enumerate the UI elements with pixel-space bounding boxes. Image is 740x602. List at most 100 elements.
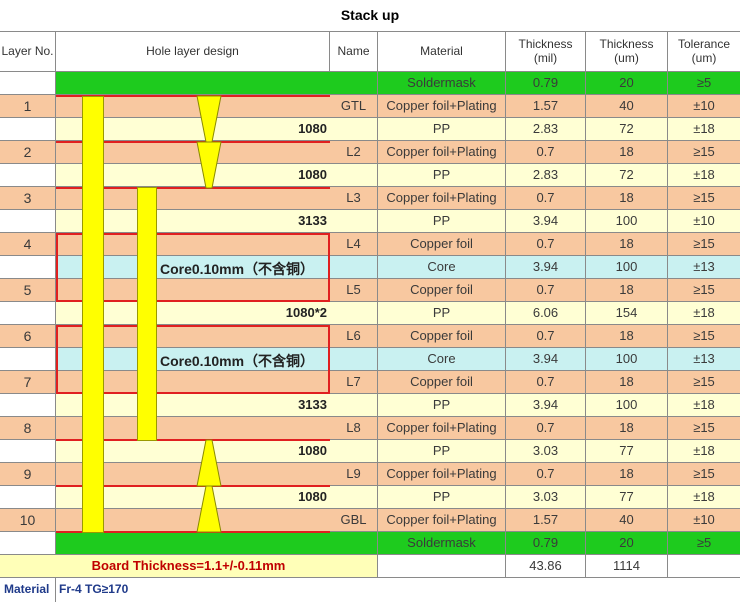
layer-no-cell: 4 (0, 233, 56, 256)
tolerance-cell: ±10 (668, 210, 740, 233)
prepreg-type-cell: 3133 (56, 210, 330, 233)
thickness-mil-cell: 0.7 (506, 233, 586, 256)
material-cell: PP (378, 302, 506, 325)
through-hole-l1-l10 (82, 96, 104, 533)
material-cell: PP (378, 210, 506, 233)
layer-name-cell: GBL (330, 509, 378, 532)
thickness-um-cell: 18 (586, 371, 668, 394)
thickness-mil-cell: 0.7 (506, 279, 586, 302)
copper-line-l9 (56, 485, 330, 487)
thickness-mil-cell: 0.7 (506, 371, 586, 394)
footer-empty-material (378, 555, 506, 578)
layer-no-cell: 2 (0, 141, 56, 164)
material-cell: Core (378, 348, 506, 371)
laser-via-l2-l3 (196, 141, 222, 189)
material-cell: Copper foil+Plating (378, 463, 506, 486)
material-cell: PP (378, 440, 506, 463)
layer-name-cell (330, 440, 378, 463)
thickness-um-cell: 100 (586, 210, 668, 233)
thickness-um-cell: 40 (586, 95, 668, 118)
thickness-um-cell: 72 (586, 118, 668, 141)
layer-no-cell (0, 210, 56, 233)
thickness-mil-cell: 2.83 (506, 164, 586, 187)
layer-no-cell: 1 (0, 95, 56, 118)
layer-no-cell (0, 348, 56, 371)
layer-name-cell: L8 (330, 417, 378, 440)
thickness-um-cell: 100 (586, 348, 668, 371)
thickness-um-cell: 77 (586, 486, 668, 509)
total-thickness-um: 1114 (586, 555, 668, 578)
thickness-mil-cell: 3.94 (506, 348, 586, 371)
header-thickness-um: Thickness (um) (586, 32, 668, 72)
layer-no-cell (0, 118, 56, 141)
thickness-um-cell: 100 (586, 394, 668, 417)
tolerance-cell: ≥15 (668, 417, 740, 440)
prepreg-type-cell: 1080 (56, 440, 330, 463)
prepreg-type-cell: 1080 (56, 164, 330, 187)
layer-name-cell: L2 (330, 141, 378, 164)
copper-line-l1 (56, 95, 330, 97)
footer-empty-tolerance (668, 555, 740, 578)
prepreg-type-cell: 1080 (56, 486, 330, 509)
thickness-um-cell: 18 (586, 463, 668, 486)
layer-name-cell (330, 72, 378, 95)
thickness-mil-cell: 3.03 (506, 440, 586, 463)
layer-name-cell (330, 118, 378, 141)
thickness-um-cell: 18 (586, 141, 668, 164)
layer-name-cell (330, 348, 378, 371)
tolerance-cell: ±18 (668, 302, 740, 325)
layer-no-cell: 7 (0, 371, 56, 394)
material-cell: Copper foil+Plating (378, 417, 506, 440)
material-cell: PP (378, 164, 506, 187)
thickness-um-cell: 18 (586, 417, 668, 440)
thickness-mil-cell: 6.06 (506, 302, 586, 325)
thickness-mil-cell: 0.7 (506, 417, 586, 440)
copper-line-l2 (56, 141, 330, 143)
layer-name-cell (330, 256, 378, 279)
copper-line-l8 (56, 439, 330, 441)
prepreg-type-cell (56, 72, 330, 95)
layer-no-cell: 9 (0, 463, 56, 486)
layer-no-cell (0, 486, 56, 509)
layer-name-cell (330, 532, 378, 555)
material-cell: PP (378, 394, 506, 417)
thickness-um-cell: 18 (586, 279, 668, 302)
copper-line-l3 (56, 187, 330, 189)
buried-hole-l3-l8 (137, 187, 157, 441)
layer-no-cell: 5 (0, 279, 56, 302)
tolerance-cell: ±13 (668, 256, 740, 279)
material-cell: Copper foil+Plating (378, 141, 506, 164)
material-cell: Core (378, 256, 506, 279)
prepreg-type-cell (56, 187, 330, 210)
tolerance-cell: ≥15 (668, 463, 740, 486)
tolerance-cell: ±18 (668, 164, 740, 187)
thickness-um-cell: 18 (586, 325, 668, 348)
tolerance-cell: ≥15 (668, 371, 740, 394)
core-box-1 (56, 233, 330, 302)
material-cell: Soldermask (378, 532, 506, 555)
tolerance-cell: ±18 (668, 486, 740, 509)
layer-name-cell (330, 164, 378, 187)
layer-no-cell (0, 532, 56, 555)
material-value: Fr-4 TG≥170 (59, 582, 129, 597)
material-cell: Copper foil (378, 325, 506, 348)
header-thickness-mil: Thickness (mil) (506, 32, 586, 72)
material-cell: Copper foil+Plating (378, 95, 506, 118)
thickness-um-cell: 154 (586, 302, 668, 325)
tolerance-cell: ≥15 (668, 279, 740, 302)
layer-no-cell (0, 394, 56, 417)
thickness-um-cell: 40 (586, 509, 668, 532)
thickness-um-cell: 18 (586, 233, 668, 256)
material-cell: Copper foil (378, 279, 506, 302)
prepreg-type-cell: 3133 (56, 394, 330, 417)
layer-no-cell: 10 (0, 509, 56, 532)
layer-name-cell: L7 (330, 371, 378, 394)
header-name: Name (330, 32, 378, 72)
core-label-2: Core0.10mm（不含铜） (160, 353, 315, 369)
thickness-um-cell: 100 (586, 256, 668, 279)
material-cell: PP (378, 486, 506, 509)
thickness-mil-cell: 0.79 (506, 532, 586, 555)
thickness-mil-cell: 3.94 (506, 210, 586, 233)
laser-via-l9-l8 (196, 439, 222, 487)
